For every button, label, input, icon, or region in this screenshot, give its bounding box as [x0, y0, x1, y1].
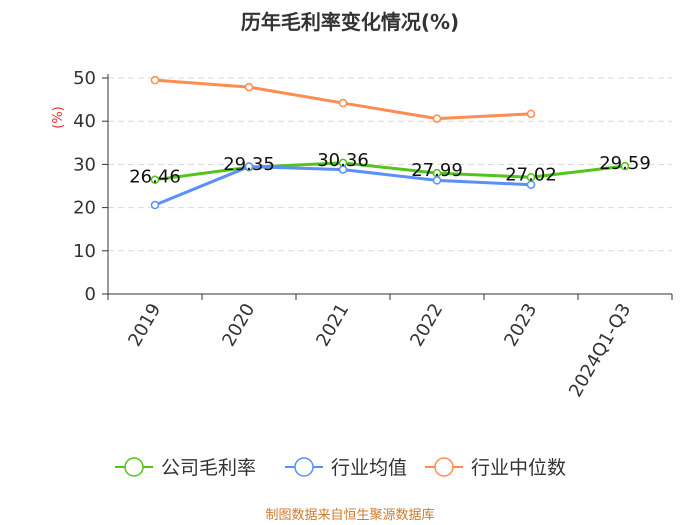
- data-point: [432, 176, 442, 185]
- data-label: 29.35: [223, 154, 275, 175]
- y-tick-label: 40: [73, 111, 96, 132]
- data-point: [244, 82, 254, 92]
- x-tick-label: 2021: [312, 300, 353, 350]
- y-tick-label: 50: [73, 68, 96, 89]
- data-label: 30.36: [317, 150, 369, 171]
- series-line-0: [154, 161, 626, 182]
- y-tick-label: 30: [73, 154, 96, 175]
- axes: 0 10 20 30 40 50 2019 2020 2021 2022 2023 2024Q1-Q3: [73, 68, 673, 401]
- legend-label: 行业中位数: [471, 457, 566, 479]
- y-tick-label: 0: [85, 284, 96, 305]
- legend-marker: [294, 457, 314, 477]
- chart-title: 历年毛利率变化情况(%): [240, 10, 460, 34]
- legend-item-1[interactable]: 行业均值: [285, 457, 407, 479]
- x-tick-label: 2024Q1-Q3: [565, 300, 635, 401]
- data-point: [150, 200, 160, 210]
- data-label: 29.59: [599, 153, 651, 174]
- y-tick-label: 20: [73, 198, 96, 219]
- y-tick-label: 10: [73, 241, 96, 262]
- data-labels: 26.46 29.35 30.36 27.99 27.02 29.59: [129, 150, 651, 188]
- data-point: [150, 75, 160, 85]
- legend-item-2[interactable]: 行业中位数: [425, 457, 566, 479]
- x-tick-label: 2023: [500, 300, 541, 350]
- legend-marker: [124, 457, 144, 477]
- data-point: [526, 180, 536, 189]
- source-note: 制图数据来自恒生聚源数据库: [265, 508, 435, 523]
- series-layer: [150, 75, 630, 210]
- data-label: 27.99: [411, 160, 463, 181]
- legend-item-0[interactable]: 公司毛利率: [115, 457, 256, 479]
- legend[interactable]: 公司毛利率 行业均值 行业中位数: [115, 457, 566, 479]
- data-point: [244, 162, 254, 171]
- x-tick-label: 2019: [124, 300, 165, 350]
- data-point: [150, 175, 160, 184]
- data-point: [526, 109, 536, 119]
- legend-marker: [434, 457, 454, 477]
- x-tick-label: 2020: [218, 300, 259, 350]
- data-point: [620, 161, 630, 171]
- grid-lines: [108, 77, 672, 252]
- data-point: [432, 114, 442, 123]
- legend-label: 公司毛利率: [161, 457, 256, 479]
- data-label: 27.02: [505, 164, 557, 185]
- data-label: 26.46: [129, 167, 181, 188]
- data-point: [338, 98, 348, 108]
- legend-label: 行业均值: [331, 457, 407, 479]
- x-tick-label: 2022: [406, 300, 447, 350]
- data-point: [338, 165, 348, 174]
